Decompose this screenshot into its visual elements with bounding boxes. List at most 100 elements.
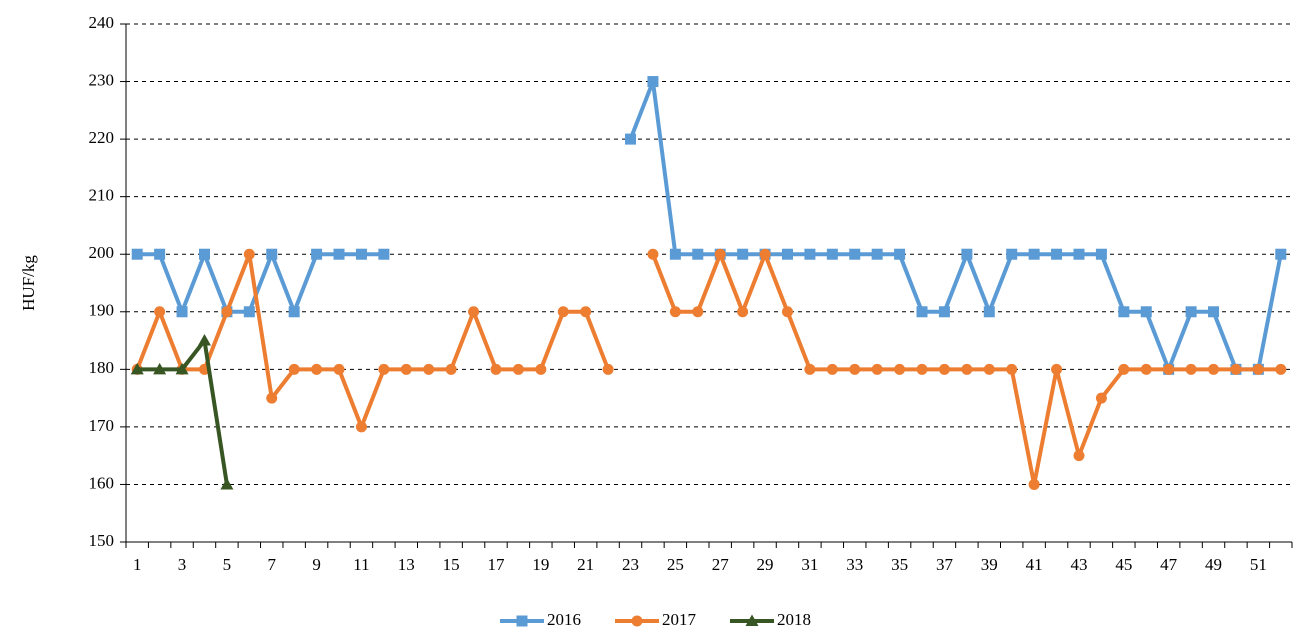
marker <box>1275 363 1287 375</box>
marker <box>266 392 278 404</box>
marker <box>1230 363 1242 375</box>
y-tick-label: 150 <box>89 531 115 550</box>
marker <box>759 248 771 260</box>
marker <box>647 76 659 88</box>
marker <box>175 362 189 375</box>
marker <box>197 334 211 346</box>
y-tick-label: 210 <box>89 186 115 205</box>
x-tick-label: 25 <box>667 555 684 574</box>
marker <box>243 248 255 260</box>
marker <box>1275 248 1287 260</box>
marker <box>557 306 569 318</box>
marker <box>288 363 300 375</box>
marker <box>378 363 390 375</box>
marker <box>1140 306 1152 318</box>
marker <box>849 363 861 375</box>
marker <box>1006 363 1018 375</box>
marker <box>333 248 345 260</box>
y-tick-label: 190 <box>89 301 115 320</box>
marker <box>669 306 681 318</box>
marker <box>221 306 233 318</box>
series-line <box>137 79 1283 372</box>
marker <box>1051 363 1063 375</box>
x-tick-label: 29 <box>757 555 774 574</box>
x-tick-label: 33 <box>846 555 863 574</box>
legend-label: 2018 <box>777 610 811 629</box>
marker <box>1185 306 1197 318</box>
marker <box>669 248 681 260</box>
marker <box>198 248 210 260</box>
marker <box>1208 306 1220 318</box>
marker <box>1185 363 1197 375</box>
marker <box>1163 363 1175 375</box>
marker <box>288 306 300 318</box>
marker <box>916 363 928 375</box>
y-axis-label: HUF/kg <box>19 255 38 311</box>
x-tick-label: 7 <box>268 555 277 574</box>
y-tick-label: 160 <box>89 473 115 492</box>
marker <box>938 363 950 375</box>
marker <box>737 306 749 318</box>
marker <box>378 248 390 260</box>
marker <box>781 248 793 260</box>
x-tick-label: 21 <box>577 555 594 574</box>
marker <box>602 363 614 375</box>
x-tick-label: 19 <box>532 555 549 574</box>
x-tick-label: 35 <box>891 555 908 574</box>
marker <box>445 363 457 375</box>
x-tick-label: 13 <box>398 555 415 574</box>
marker <box>714 248 726 260</box>
marker <box>631 615 643 627</box>
marker <box>737 248 749 260</box>
legend-label: 2017 <box>662 610 697 629</box>
y-tick-label: 230 <box>89 70 115 89</box>
marker <box>1118 306 1130 318</box>
marker <box>1118 363 1130 375</box>
marker <box>266 248 278 260</box>
marker <box>871 363 883 375</box>
marker <box>176 306 188 318</box>
x-tick-label: 9 <box>312 555 321 574</box>
legend-label: 2016 <box>547 610 581 629</box>
x-tick-label: 43 <box>1070 555 1087 574</box>
series-line <box>137 338 229 485</box>
marker <box>625 133 637 145</box>
marker <box>938 306 950 318</box>
marker <box>220 477 234 490</box>
y-tick-label: 170 <box>89 416 115 435</box>
marker <box>826 363 838 375</box>
marker <box>516 615 528 627</box>
y-tick-label: 180 <box>89 358 115 377</box>
marker <box>826 248 838 260</box>
marker <box>153 362 167 375</box>
marker <box>535 363 547 375</box>
y-tick-label: 220 <box>89 128 115 147</box>
marker <box>154 248 166 260</box>
x-tick-label: 37 <box>936 555 954 574</box>
marker <box>243 306 255 318</box>
marker <box>130 362 144 375</box>
marker <box>1028 478 1040 490</box>
x-tick-label: 39 <box>981 555 998 574</box>
marker <box>961 363 973 375</box>
marker <box>692 248 704 260</box>
y-tick-label: 240 <box>89 13 115 32</box>
x-tick-label: 51 <box>1250 555 1267 574</box>
marker <box>894 248 906 260</box>
x-tick-label: 45 <box>1115 555 1132 574</box>
x-tick-label: 3 <box>178 555 187 574</box>
marker <box>512 363 524 375</box>
marker <box>580 306 592 318</box>
series-line <box>135 252 1281 487</box>
marker <box>1051 248 1063 260</box>
x-tick-label: 15 <box>443 555 460 574</box>
x-tick-label: 49 <box>1205 555 1222 574</box>
marker <box>1140 363 1152 375</box>
marker <box>490 363 502 375</box>
marker <box>311 363 323 375</box>
marker <box>647 248 659 260</box>
marker <box>1252 363 1264 375</box>
marker <box>983 363 995 375</box>
x-tick-label: 41 <box>1026 555 1043 574</box>
marker <box>1095 248 1107 260</box>
